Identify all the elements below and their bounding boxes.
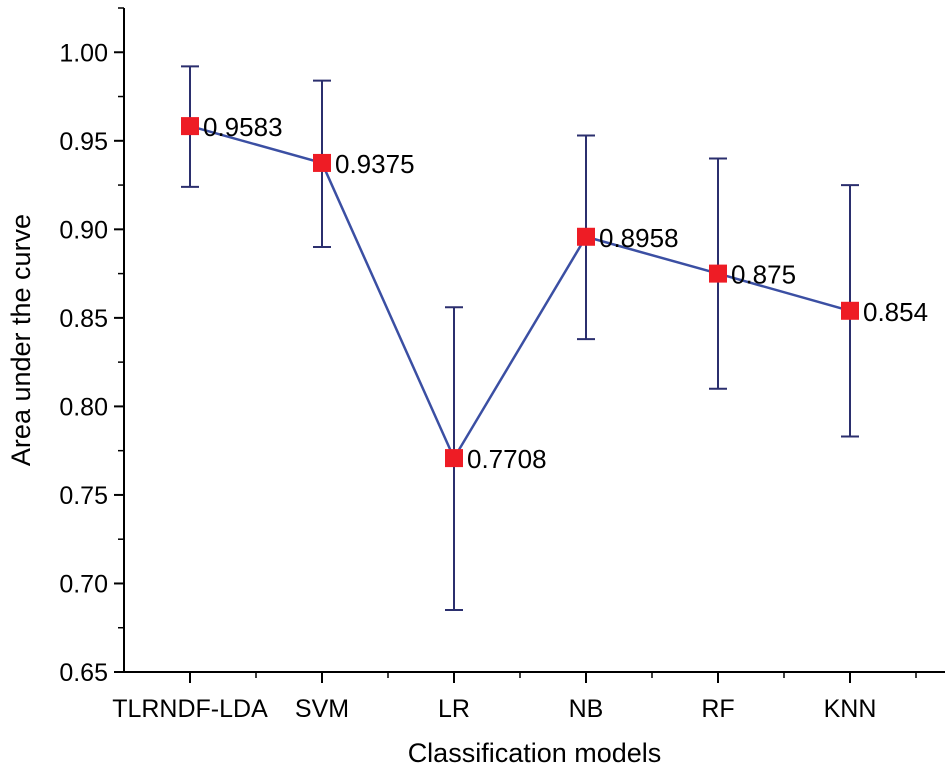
y-tick-label: 0.90 [59,216,108,244]
y-tick-label: 0.95 [59,128,108,156]
y-axis-title: Area under the curve [6,214,36,466]
data-point-marker [181,117,199,136]
data-labels: 0.9583 0.9375 0.7708 0.8958 0.875 0.854 [203,112,928,474]
y-tick-label: 0.65 [59,659,108,687]
data-label: 0.9583 [203,112,283,142]
x-tick-label: NB [569,695,604,723]
markers [181,117,859,468]
series-polyline [189,124,851,461]
y-axis-ticks: 0.65 0.70 0.75 0.80 0.85 0.90 0.95 1.00 [59,7,124,687]
data-label: 0.875 [731,260,796,290]
data-point-marker [445,449,463,468]
data-label: 0.8958 [599,223,679,253]
data-label: 0.9375 [335,149,415,179]
data-label: 0.7708 [467,444,547,474]
y-tick-label: 0.85 [59,305,108,333]
error-bars [181,65,859,612]
y-tick-label: 0.80 [59,393,108,421]
x-tick-label: TLRNDF-LDA [112,695,268,723]
data-point-marker [709,264,727,283]
x-tick-label: SVM [295,695,349,723]
x-tick-label: LR [438,695,470,723]
x-tick-label: KNN [824,695,877,723]
y-tick-label: 0.75 [59,482,108,510]
series-line [189,124,851,461]
y-tick-label: 1.00 [59,39,108,67]
data-point-marker [577,227,595,246]
x-axis-title: Classification models [408,738,662,768]
data-label: 0.854 [863,297,928,327]
data-point-marker [313,153,331,172]
data-point-marker [841,301,859,320]
x-tick-label: RF [701,695,734,723]
axes [123,8,945,673]
y-tick-label: 0.70 [59,570,108,598]
x-axis-ticks: TLRNDF-LDA SVM LR NB RF KNN [112,672,917,723]
